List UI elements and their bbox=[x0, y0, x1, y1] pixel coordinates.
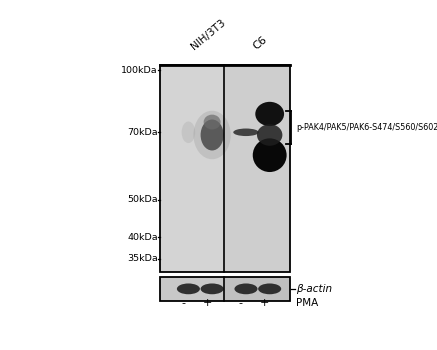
Ellipse shape bbox=[201, 284, 224, 294]
Text: -: - bbox=[181, 298, 185, 308]
Ellipse shape bbox=[182, 121, 195, 143]
Ellipse shape bbox=[255, 102, 284, 126]
Ellipse shape bbox=[257, 124, 282, 146]
Text: β-actin: β-actin bbox=[296, 284, 333, 294]
Bar bbox=[160, 277, 224, 301]
Bar bbox=[224, 277, 290, 301]
Text: 50kDa: 50kDa bbox=[127, 195, 158, 204]
Bar bbox=[224, 65, 290, 272]
Text: +: + bbox=[203, 298, 212, 308]
Ellipse shape bbox=[253, 138, 287, 172]
Text: C6: C6 bbox=[251, 34, 269, 51]
Bar bbox=[160, 277, 290, 301]
Text: 40kDa: 40kDa bbox=[127, 233, 158, 242]
Text: 70kDa: 70kDa bbox=[127, 128, 158, 137]
Ellipse shape bbox=[233, 128, 259, 136]
Ellipse shape bbox=[194, 111, 231, 159]
Text: NIH/3T3: NIH/3T3 bbox=[189, 17, 227, 51]
Text: 100kDa: 100kDa bbox=[121, 66, 158, 75]
Ellipse shape bbox=[177, 284, 200, 294]
Text: +: + bbox=[260, 298, 269, 308]
Bar bbox=[160, 65, 290, 272]
Ellipse shape bbox=[201, 119, 224, 150]
Ellipse shape bbox=[204, 115, 221, 130]
Ellipse shape bbox=[235, 284, 257, 294]
Text: 35kDa: 35kDa bbox=[127, 254, 158, 264]
Text: -: - bbox=[238, 298, 242, 308]
Bar bbox=[160, 65, 224, 272]
Text: PMA: PMA bbox=[296, 298, 319, 308]
Ellipse shape bbox=[258, 284, 281, 294]
Text: p-PAK4/PAK5/PAK6-S474/S560/S602: p-PAK4/PAK5/PAK6-S474/S560/S602 bbox=[296, 123, 437, 132]
